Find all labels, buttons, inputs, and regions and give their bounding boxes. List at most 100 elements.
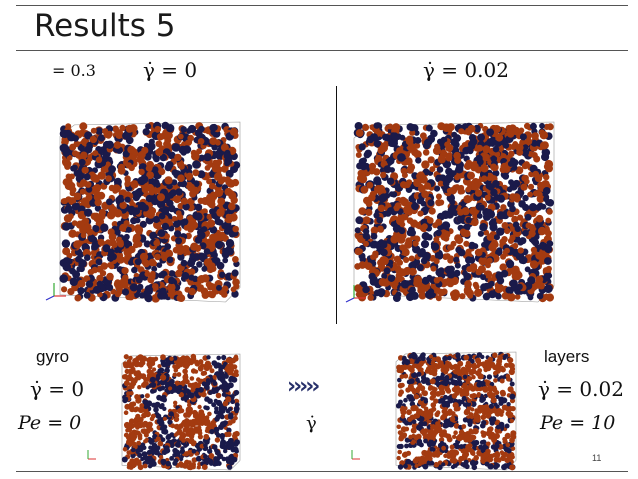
particle — [387, 123, 394, 130]
particle — [373, 212, 380, 219]
particle — [213, 409, 219, 415]
particle — [446, 279, 455, 288]
particle — [407, 417, 413, 423]
particle — [142, 463, 148, 469]
particle — [441, 462, 446, 467]
particle — [490, 397, 497, 404]
particle — [424, 377, 430, 384]
particle — [142, 399, 147, 405]
particle — [196, 261, 203, 268]
top-left-shear-rate: γ̇ = 0 — [143, 58, 198, 82]
particle — [509, 464, 516, 471]
particle — [433, 236, 440, 243]
particle — [130, 447, 136, 453]
particle — [400, 181, 408, 189]
particle — [423, 406, 429, 412]
particle — [146, 183, 155, 192]
particle — [507, 160, 514, 167]
particle — [170, 423, 176, 429]
particle — [98, 146, 106, 154]
particle — [175, 188, 183, 196]
particle — [412, 240, 419, 247]
particle — [79, 188, 86, 195]
particle — [439, 440, 445, 446]
particle — [90, 249, 98, 257]
particle — [527, 183, 535, 190]
particle — [453, 423, 460, 429]
particle — [543, 173, 550, 181]
particle — [65, 123, 72, 130]
particle — [528, 203, 538, 212]
particle — [415, 377, 420, 383]
particle — [364, 262, 373, 270]
particle — [434, 450, 440, 456]
particle — [234, 402, 240, 408]
particle — [428, 369, 434, 376]
particle — [474, 370, 480, 376]
particle — [504, 423, 510, 429]
particle — [487, 356, 494, 362]
particle — [225, 213, 232, 220]
particle — [416, 172, 424, 180]
particle — [152, 215, 160, 224]
particle — [160, 385, 166, 391]
particle — [486, 282, 493, 289]
particle — [78, 259, 87, 268]
particle — [406, 292, 415, 302]
particle — [359, 256, 366, 263]
particle — [465, 127, 472, 134]
particle — [442, 355, 448, 362]
particle — [218, 384, 225, 390]
particle — [468, 140, 476, 149]
particle — [474, 288, 483, 297]
particle — [544, 229, 552, 237]
particle — [359, 162, 368, 171]
particle — [115, 177, 122, 184]
particle — [504, 432, 511, 439]
particle — [500, 162, 509, 171]
particle — [499, 409, 505, 414]
particle — [376, 216, 383, 224]
particle — [68, 197, 77, 206]
particle — [487, 456, 492, 461]
particle — [414, 463, 419, 468]
particle — [81, 166, 89, 174]
particle — [421, 276, 430, 285]
particle — [434, 411, 440, 418]
particle — [469, 206, 478, 216]
particle — [230, 196, 238, 204]
particle — [172, 447, 178, 454]
particle — [388, 191, 395, 197]
particle — [413, 434, 420, 441]
particle — [468, 256, 476, 264]
particle — [457, 248, 466, 257]
particle — [67, 288, 75, 296]
particle — [452, 402, 459, 409]
particle — [102, 128, 109, 135]
particle — [62, 262, 72, 272]
particle — [166, 124, 175, 133]
particle — [151, 266, 158, 272]
particle — [480, 274, 487, 281]
particle — [155, 140, 163, 148]
bottom-left-shear-rate: γ̇ = 0 — [30, 377, 85, 401]
particle — [402, 419, 408, 424]
particle — [84, 181, 92, 188]
particle — [502, 172, 510, 180]
particle — [461, 368, 467, 374]
particle — [156, 133, 165, 141]
particle — [93, 184, 102, 192]
particle — [519, 133, 527, 141]
particle — [213, 387, 219, 392]
particle — [476, 381, 482, 388]
particle — [420, 240, 430, 249]
particle — [535, 275, 544, 284]
particle — [208, 283, 216, 290]
particle — [457, 433, 463, 440]
particle — [203, 248, 211, 255]
particle — [418, 184, 426, 193]
particle — [190, 368, 197, 374]
particle — [399, 268, 408, 277]
particle — [399, 374, 405, 379]
particle — [539, 241, 546, 249]
